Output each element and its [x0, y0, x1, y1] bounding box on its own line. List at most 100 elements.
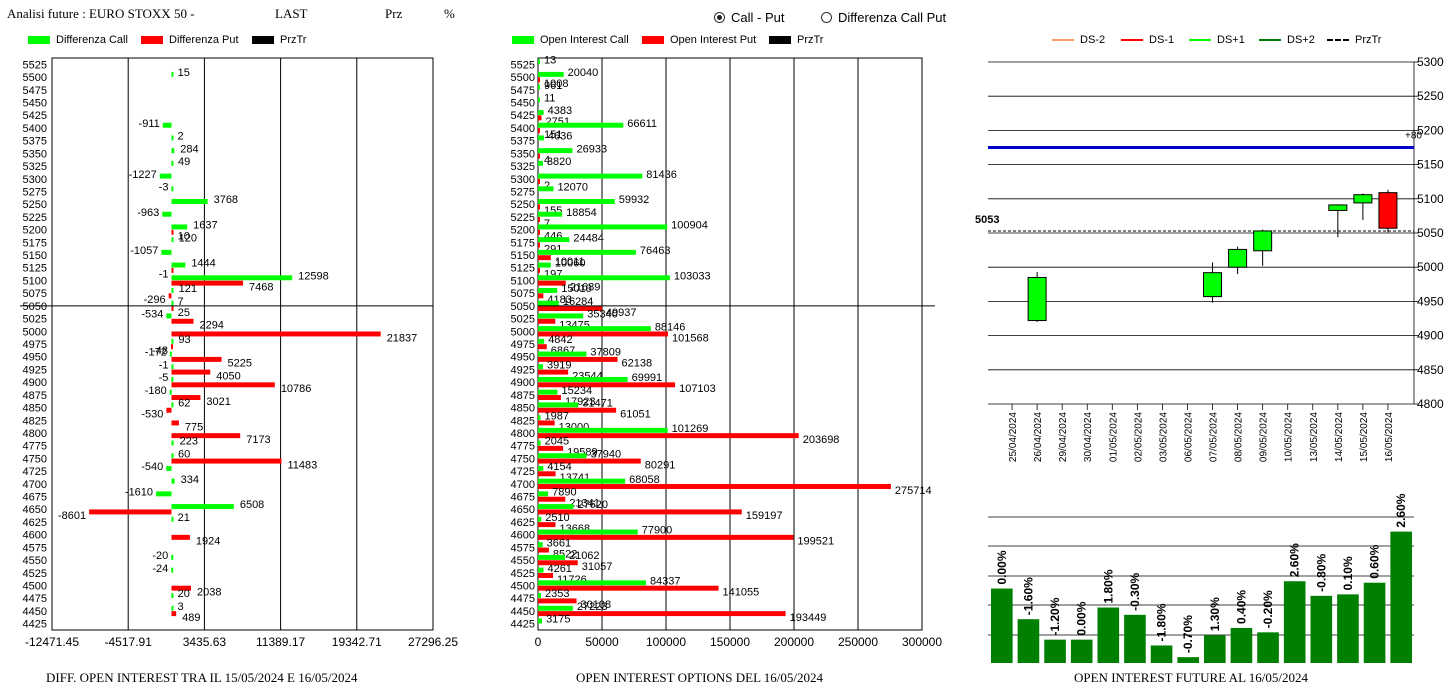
bar-label: 68058 [629, 474, 660, 486]
candle-body [1253, 230, 1273, 252]
bar-label: -0.30% [1128, 572, 1142, 610]
prz-label: Prz [385, 6, 403, 21]
bar-label: 15234 [561, 385, 592, 397]
bar-oi-put [538, 242, 540, 248]
bar-diff-call [171, 402, 174, 408]
legend-prztr-2: PrzTr [769, 34, 823, 46]
strike-label: 4900 [23, 377, 47, 389]
bar-label: 4842 [548, 334, 572, 346]
strike-label: 4825 [511, 415, 535, 427]
bar-label: 27620 [577, 499, 608, 511]
bar-label: 12598 [298, 270, 329, 282]
strike-label: 5250 [511, 199, 535, 211]
strike-label: 5475 [511, 85, 535, 97]
strike-label: 4575 [23, 542, 47, 554]
strike-label: 5250 [23, 199, 47, 211]
bar-label: 10011 [555, 256, 585, 268]
bar-oi-call [538, 71, 564, 77]
bar-oi-put [538, 509, 742, 515]
bar-oi-call [538, 338, 545, 344]
strike-label: 4975 [511, 339, 535, 351]
bar-label: 21689 [570, 281, 601, 293]
strike-label: 5325 [23, 161, 47, 173]
strike-label: 5375 [511, 136, 535, 148]
strike-label: 5425 [23, 110, 47, 122]
bar-label: 30108 [581, 599, 612, 611]
y-tick-label: 4950 [1417, 294, 1444, 308]
strike-label: 4500 [511, 581, 535, 593]
bar-oi-put [538, 585, 719, 591]
bar-label: 37809 [590, 347, 621, 359]
bar-oi-put [538, 598, 577, 604]
bar-oi-call [538, 148, 573, 154]
legend-label: DS+1 [1217, 34, 1245, 46]
bar-diff-call [171, 262, 186, 268]
bar-oi-put [538, 534, 794, 540]
bar-diff-call [166, 465, 172, 471]
legend-ds-1: DS-1 [1121, 34, 1174, 46]
bar-label: 101568 [672, 332, 709, 344]
bar-future-oi [1310, 595, 1333, 663]
bar-future-oi [1283, 581, 1306, 663]
legend-label: DS-2 [1080, 34, 1106, 46]
bar-label: -20 [152, 550, 168, 562]
strike-label: 4950 [23, 352, 47, 364]
bar-label: 2353 [545, 588, 569, 600]
bar-label: -540 [141, 461, 163, 473]
bar-diff-call [166, 313, 172, 319]
bar-label: 7468 [249, 281, 273, 293]
bar-oi-put [538, 433, 799, 439]
bar-label: -180 [145, 385, 167, 397]
bar-oi-put [538, 128, 540, 134]
bar-label: 1637 [193, 220, 217, 232]
bar-oi-call [538, 618, 543, 624]
strike-label: 4925 [511, 364, 535, 376]
bar-oi-call [538, 186, 554, 192]
strike-label: 5375 [23, 136, 47, 148]
bar-diff-put [171, 611, 177, 617]
bar-oi-put [538, 458, 641, 464]
bar-future-oi [1070, 639, 1093, 663]
bar-label: 80291 [645, 459, 676, 471]
bar-label: 60 [178, 448, 190, 460]
bar-label: 62 [178, 398, 190, 410]
bar-label: 77900 [642, 525, 673, 537]
legend-label: PrzTr [797, 34, 824, 46]
radio-differenza[interactable]: Differenza Call Put [821, 10, 946, 25]
strike-label: 4700 [511, 479, 535, 491]
strike-label: 4875 [23, 390, 47, 402]
strike-label: 5000 [23, 326, 47, 338]
strike-label: 4575 [511, 542, 535, 554]
bar-label: -172 [145, 347, 167, 359]
bar-label: 193449 [790, 612, 827, 624]
x-tick-label: 26/04/2024 [1033, 412, 1044, 462]
bar-future-oi [1257, 632, 1279, 663]
strike-label: 4500 [23, 581, 47, 593]
bar-oi-call [538, 160, 543, 166]
candle-body [1203, 272, 1223, 298]
bar-diff-call [171, 199, 208, 204]
footer-right: OPEN INTEREST FUTURE AL 16/05/2024 [1074, 670, 1309, 685]
bar-label: 101269 [672, 423, 709, 435]
radio-call-put[interactable]: Call - Put [714, 10, 784, 25]
bar-label: 203698 [803, 434, 840, 446]
y-tick-label: 5000 [1417, 260, 1444, 274]
bar-diff-call [171, 567, 174, 573]
x-tick-label: 16/05/2024 [1384, 412, 1395, 462]
bar-diff-call [171, 288, 174, 293]
bar-diff-put [171, 331, 381, 337]
bar-future-oi [1150, 645, 1173, 663]
bar-label: 4636 [548, 131, 572, 143]
bar-label: 21837 [387, 332, 418, 344]
bar-label: 25 [178, 307, 190, 319]
legend-line [1121, 39, 1143, 41]
bar-label: 107103 [679, 383, 716, 395]
bar-label: 6508 [240, 499, 264, 511]
x-tick-label: 50000 [585, 635, 619, 649]
bar-oi-put [538, 471, 556, 477]
bar-diff-call [161, 249, 172, 255]
bar-label: 1924 [196, 536, 220, 548]
bar-oi-put [538, 484, 891, 489]
bar-diff-call [156, 491, 172, 497]
bar-label: 151 [544, 129, 562, 141]
